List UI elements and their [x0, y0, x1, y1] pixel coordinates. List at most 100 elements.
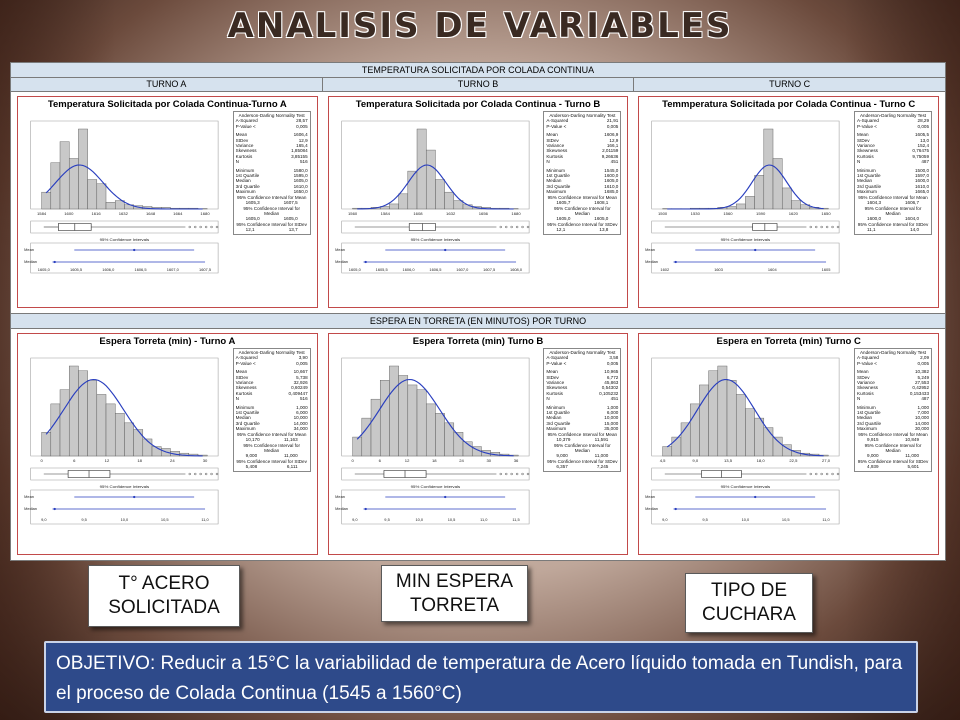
- ci-tick-label: 1607,5: [199, 268, 211, 272]
- histogram-tick-label: 13,5: [724, 458, 733, 463]
- stats-row: Kurtosis 0,409447: [235, 390, 308, 396]
- normality-stats-box: Anderson-Darling Normality Test A-Squared…: [854, 111, 933, 235]
- histogram-tick-label: 1584: [37, 211, 47, 216]
- stats-ci-label: 95% Confidence Interval for Median: [553, 442, 611, 453]
- histogram-bar: [690, 403, 700, 457]
- ci-tick-label: 1602: [661, 268, 670, 272]
- stats-row: Mean 10,965: [546, 369, 619, 375]
- histogram-bar: [105, 202, 116, 210]
- boxplot-outlier: [815, 225, 818, 229]
- ci-tick-label: 9,5: [703, 518, 708, 522]
- distribution-chart: 4,5 9,0 13,5 18,0 22,5 27,0 95% Confidence Int…: [646, 357, 840, 525]
- ci-tick-label: 1605,0: [38, 268, 50, 272]
- ci-mean-label: Mean: [646, 248, 656, 252]
- distribution-chart: 1500 1530 1560 1590 1620 1650 95% Confidence I…: [646, 120, 840, 274]
- espera-section: ESPERA EN TORRETA (EN MINUTOS) POR TURNO…: [10, 313, 946, 561]
- turno-header-row: TURNO A TURNO B TURNO C: [11, 78, 945, 92]
- distribution-chart: 1560 1584 1608 1632 1656 1680 95% Confidence I…: [335, 120, 530, 274]
- temperature-panel-turno-b: Temperatura Solicitada por Colada Contin…: [327, 96, 629, 308]
- ci-tick-label: 9,5: [384, 518, 389, 522]
- stats-ci-values: 6,357 7,245: [556, 464, 609, 470]
- ci-mean-label: Mean: [335, 495, 345, 499]
- stats-ci-values: 9,000 11,000: [556, 453, 609, 459]
- histogram-bar: [114, 413, 125, 457]
- ci-mean-label: Mean: [646, 495, 656, 499]
- espera-panel-turno-b: Espera Torreta (min) Turno B 0 6 12 18 24 30 36…: [327, 333, 629, 555]
- stats-row: Kurtosis 9,75059: [857, 153, 930, 159]
- stats-ci-values: 5,408 6,111: [245, 464, 298, 470]
- stats-row: Skewness 1,85084: [235, 148, 308, 154]
- histogram-bar: [727, 206, 737, 210]
- stats-row: A-Squared 28,29: [857, 118, 930, 124]
- stats-ci-label: 95% Confidence Interval for StDev: [857, 458, 929, 464]
- normal-curve: [45, 164, 203, 210]
- histogram-tick-label: 9,0: [693, 458, 700, 463]
- ci-median-point: [53, 260, 56, 264]
- stats-row: 3rd Quartile 14,000: [857, 420, 930, 426]
- histogram-bar: [425, 149, 436, 210]
- stats-header: Anderson-Darling Normality Test: [859, 113, 927, 118]
- temperature-panels: Temperatura Solicitada por Colada Contin…: [11, 92, 945, 312]
- histogram-tick-label: 1600: [64, 211, 74, 216]
- stats-row: P-Value <0,005: [546, 123, 619, 129]
- normal-curve: [667, 164, 825, 210]
- boxplot-outlier: [510, 472, 513, 476]
- stats-row: Minimum 1,000: [235, 404, 308, 410]
- stats-row: StDev 12,9: [235, 137, 308, 143]
- histogram-bar: [745, 408, 756, 457]
- ci-median-label: Median: [646, 260, 659, 264]
- histogram-bar: [754, 417, 765, 457]
- stats-row: Maximum 1685,0: [546, 189, 619, 195]
- histogram-bar: [763, 128, 774, 210]
- stats-ci-values: 12,1 13,8: [556, 227, 609, 233]
- stats-ci-values: 1605,7 1608,1: [556, 200, 609, 206]
- stats-row: Maximum 30,000: [857, 426, 930, 432]
- ci-tick-label: 10,0: [121, 518, 129, 522]
- stats-row: P-Value <0,005: [235, 123, 308, 129]
- ci-tick-label: 11,0: [823, 518, 830, 522]
- stats-ci-label: 95% Confidence Interval for Mean: [547, 431, 618, 437]
- normality-stats-box: Anderson-Darling Normality Test A-Squared…: [854, 348, 933, 472]
- histogram-tick-label: 1616: [91, 211, 101, 216]
- stats-ci-values: 11,1 14,0: [867, 227, 920, 233]
- stats-row: A-Squared 3,58: [546, 355, 619, 361]
- stats-ci-label: 95% Confidence Interval for StDev: [547, 221, 618, 227]
- stats-row: N 516: [235, 396, 308, 402]
- ci-tick-label: 1605: [822, 268, 831, 272]
- boxplot-outlier: [820, 472, 824, 476]
- stats-row: Median 10,000: [857, 415, 930, 421]
- histogram-bar: [398, 375, 408, 457]
- histogram-bar: [763, 427, 774, 457]
- stats-ci-label: 95% Confidence Interval for Median: [553, 205, 611, 216]
- ci-mean-point: [443, 248, 447, 252]
- ci-median-label: Median: [335, 260, 348, 264]
- histogram-bar: [398, 193, 408, 210]
- histogram-bar: [388, 203, 399, 210]
- histogram-bar: [96, 394, 107, 457]
- stats-row: N 451: [546, 159, 619, 165]
- boxplot-outlier: [199, 225, 202, 229]
- boxplot-outlier: [210, 472, 213, 476]
- panel-title: Temperatura Solicitada por Colada Contin…: [47, 99, 287, 110]
- stats-header: Anderson-Darling Normality Test: [549, 350, 616, 355]
- boxplot-outlier: [188, 225, 191, 229]
- temperature-panel-turno-c: Temmperatura Solicitada por Colada Conti…: [638, 96, 940, 308]
- stats-row: Maximum 35,000: [546, 426, 619, 432]
- stats-row: 3rd Quartile 1610,0: [546, 183, 619, 189]
- callout-acero-text: T° ACERO SOLICITADA: [108, 573, 220, 618]
- ci-tick-label: 11,5: [512, 518, 519, 522]
- boxplot-outlier: [199, 472, 202, 476]
- stats-row: N 451: [546, 396, 619, 402]
- ci-median-point: [53, 507, 56, 511]
- histogram-tick-label: 30: [203, 458, 208, 463]
- stats-ci-label: 95% Confidence Interval for Median: [243, 205, 301, 216]
- panel-title: Espera Torreta (min) - Turno A: [99, 336, 236, 347]
- boxplot-outlier: [809, 472, 813, 476]
- histogram-tick-label: 1530: [691, 211, 701, 216]
- histogram-bar: [736, 394, 746, 457]
- histogram-tick-label: 0: [351, 458, 354, 463]
- ci-tick-label: 1605,5: [70, 268, 82, 272]
- ci-tick-label: 1606,0: [102, 268, 114, 272]
- histogram-bar: [96, 183, 107, 210]
- stats-ci-label: 95% Confidence Interval for StDev: [857, 221, 929, 227]
